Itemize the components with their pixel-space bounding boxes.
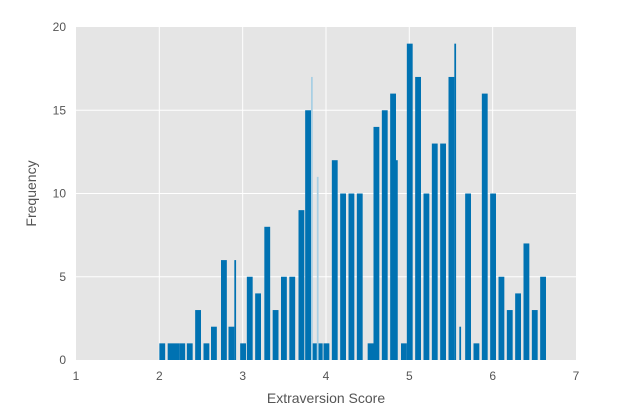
histogram-bar: [473, 343, 480, 360]
bars: [159, 43, 546, 361]
histogram-bar: [264, 226, 271, 360]
histogram-bar: [406, 43, 413, 361]
histogram-bar: [234, 260, 237, 360]
histogram-bar: [221, 260, 227, 360]
histogram-bar: [367, 343, 374, 360]
x-tick-label: 4: [323, 369, 330, 383]
histogram-bar: [316, 343, 323, 360]
histogram-bar: [415, 76, 421, 360]
histogram-bar: [356, 193, 363, 360]
histogram-bar: [159, 343, 166, 360]
histogram-bar: [373, 126, 380, 361]
histogram-bar: [331, 160, 338, 360]
histogram-bar: [289, 276, 296, 360]
histogram-bar: [186, 343, 193, 360]
x-tick-label: 1: [73, 369, 80, 383]
y-tick-label: 10: [53, 187, 67, 201]
histogram-bar: [195, 310, 201, 360]
histogram-bar: [173, 343, 180, 360]
histogram-bar: [211, 326, 217, 360]
histogram-bar: [490, 193, 496, 360]
histogram-bar: [240, 343, 246, 360]
histogram-bar: [431, 143, 438, 360]
histogram-bar: [272, 310, 279, 360]
histogram-bar: [531, 310, 538, 360]
histogram-bar: [228, 326, 235, 360]
histogram-bar: [465, 193, 471, 360]
histogram-bar: [305, 110, 311, 360]
y-tick-label: 0: [59, 353, 66, 367]
x-tick-label: 5: [406, 369, 413, 383]
histogram-bar: [381, 110, 388, 360]
histogram-bar: [423, 193, 430, 360]
histogram-bar: [246, 276, 253, 360]
histogram-bar: [311, 76, 313, 360]
histogram-bar: [506, 310, 513, 360]
histogram-bar: [348, 193, 355, 360]
histogram-bar: [396, 160, 398, 360]
x-tick-label: 3: [239, 369, 246, 383]
histogram-bar: [167, 343, 174, 360]
y-tick-label: 15: [53, 103, 67, 117]
histogram-bar: [323, 343, 330, 360]
x-tick-label: 7: [573, 369, 580, 383]
histogram-bar: [498, 276, 505, 360]
histogram-bar: [540, 276, 546, 360]
histogram-bar: [340, 193, 346, 360]
histogram-bar: [459, 326, 462, 360]
histogram-bar: [523, 243, 530, 360]
histogram-bar: [515, 293, 521, 360]
x-tick-label: 2: [156, 369, 163, 383]
histogram-bar: [298, 210, 305, 360]
histogram-bar: [316, 176, 319, 360]
histogram-bar: [401, 343, 407, 360]
histogram-bar: [255, 293, 261, 360]
histogram-bar: [448, 76, 455, 360]
y-axis-label: Frequency: [23, 160, 39, 226]
histogram-bar: [281, 276, 287, 360]
x-axis-label: Extraversion Score: [267, 390, 385, 406]
histogram-bar: [390, 93, 396, 360]
y-tick-label: 5: [59, 270, 66, 284]
y-tick-labels: 0 5 10 15 20: [53, 20, 67, 367]
histogram-bar: [481, 93, 488, 360]
histogram-bar: [311, 343, 317, 360]
histogram-bar: [179, 343, 186, 360]
histogram-bar: [440, 143, 446, 360]
x-tick-labels: 1 2 3 4 5 6 7: [73, 369, 580, 383]
y-tick-label: 20: [53, 20, 67, 34]
histogram-bar: [454, 43, 457, 361]
x-tick-label: 6: [489, 369, 496, 383]
histogram-bar: [203, 343, 210, 360]
